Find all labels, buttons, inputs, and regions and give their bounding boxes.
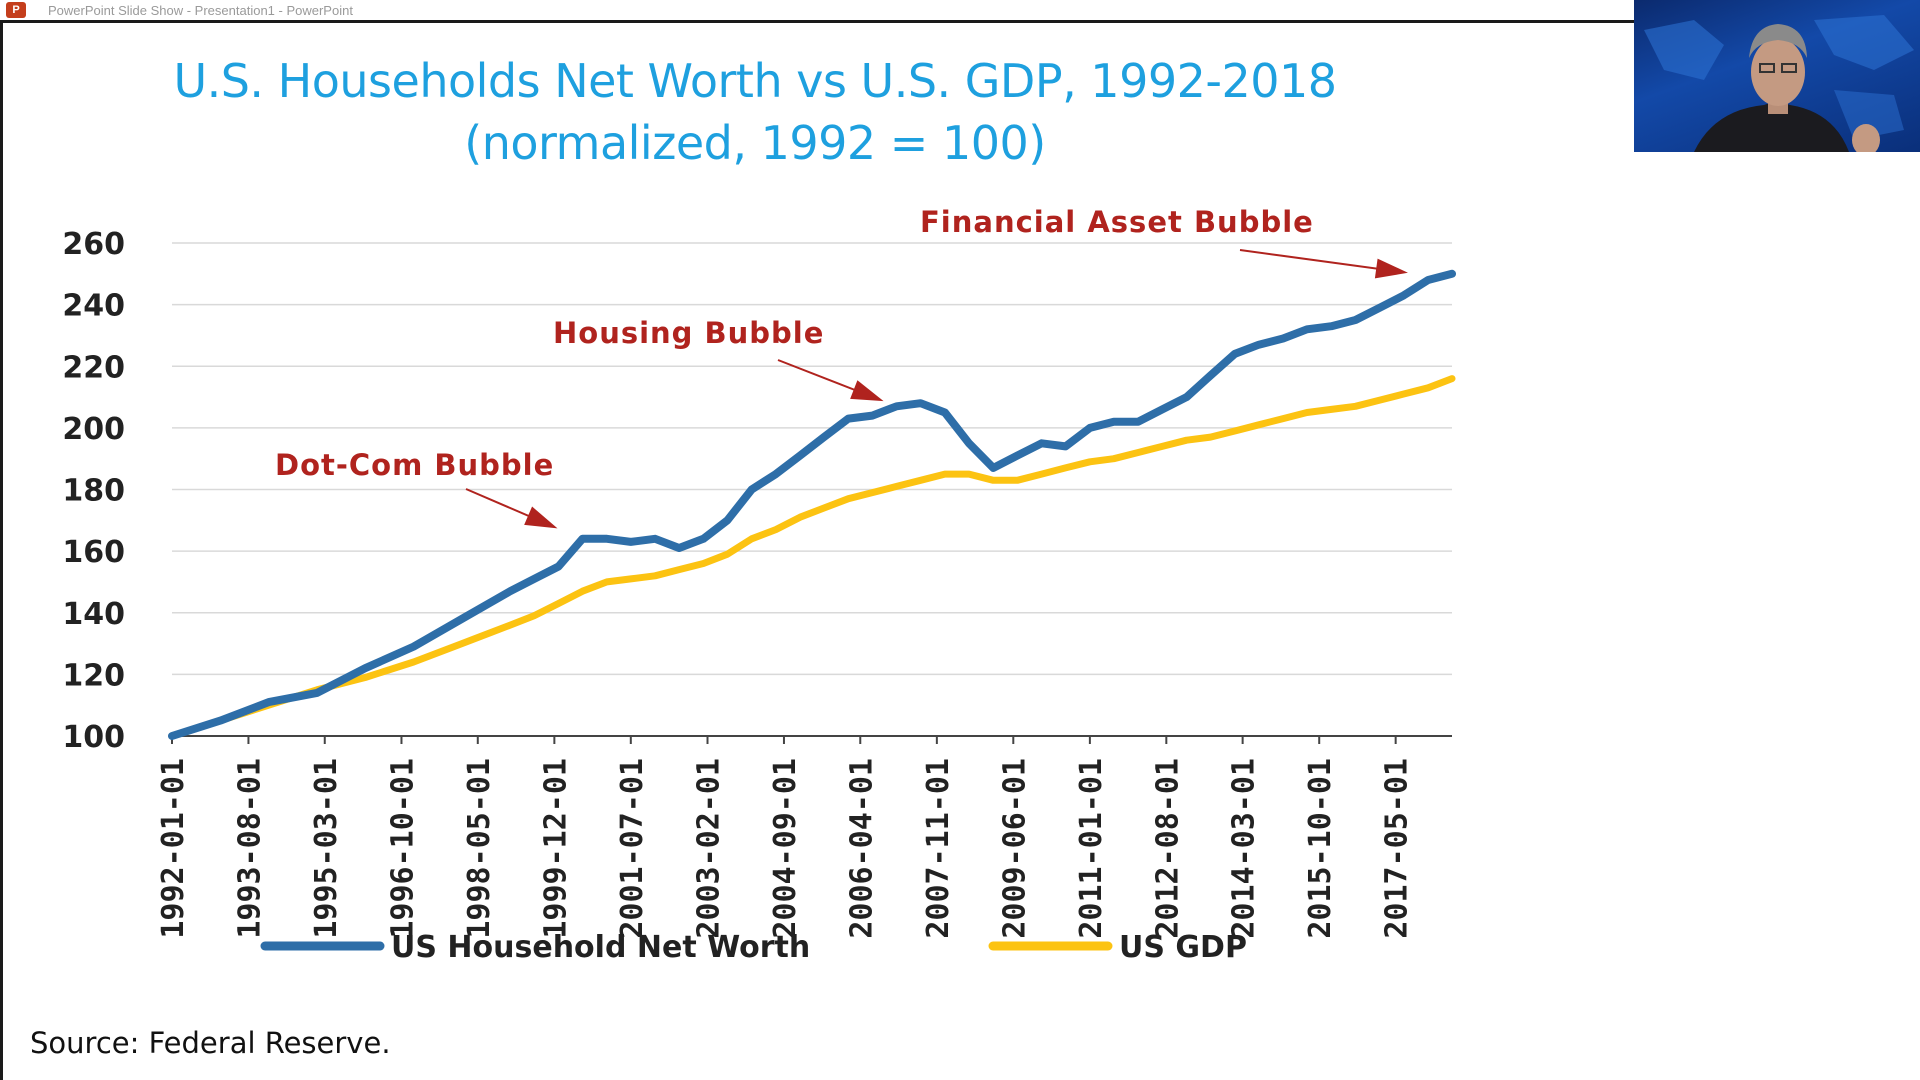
legend-label-gdp: US GDP bbox=[1119, 930, 1247, 965]
slide-left-border bbox=[0, 23, 3, 1080]
x-tick-label: 1995-03-01 bbox=[309, 758, 344, 939]
x-tick-label: 2003-02-01 bbox=[692, 758, 727, 939]
x-tick-label: 2006-04-01 bbox=[844, 758, 879, 939]
slide-title-line-2: (normalized, 1992 = 100) bbox=[464, 116, 1046, 170]
y-tick-label: 260 bbox=[62, 227, 125, 262]
x-tick-label: 1998-05-01 bbox=[462, 758, 497, 939]
annotation-arrow-head bbox=[1374, 258, 1408, 279]
y-tick-label: 180 bbox=[62, 474, 125, 509]
x-tick-label: 1993-08-01 bbox=[232, 758, 267, 939]
x-tick-label: 2004-09-01 bbox=[768, 758, 803, 939]
y-tick-label: 200 bbox=[62, 412, 125, 447]
y-tick-label: 240 bbox=[62, 289, 125, 324]
annotation-label: Financial Asset Bubble bbox=[920, 205, 1314, 239]
window-title-bar: P PowerPoint Slide Show - Presentation1 … bbox=[0, 0, 1920, 23]
annotation-arrow-head bbox=[850, 380, 884, 402]
x-tick-label: 1999-12-01 bbox=[538, 758, 573, 939]
x-tick-label: 2014-03-01 bbox=[1227, 758, 1262, 939]
presenter-video[interactable] bbox=[1634, 0, 1920, 152]
y-tick-label: 220 bbox=[62, 350, 125, 385]
series-line-gdp bbox=[168, 375, 1456, 740]
x-tick-label: 2017-05-01 bbox=[1380, 758, 1415, 939]
x-tick-label: 2015-10-01 bbox=[1303, 758, 1338, 939]
annotation-arrow-head bbox=[524, 506, 558, 529]
series-line-net-worth bbox=[168, 269, 1456, 740]
x-tick-label: 2007-11-01 bbox=[921, 758, 956, 939]
source-note: Source: Federal Reserve. bbox=[30, 1026, 391, 1060]
annotation-arrow-line bbox=[1239, 249, 1403, 273]
x-tick-label: 1996-10-01 bbox=[385, 758, 420, 939]
y-tick-label: 100 bbox=[62, 720, 125, 755]
x-tick-label: 2001-07-01 bbox=[615, 758, 650, 939]
window-title: PowerPoint Slide Show - Presentation1 - … bbox=[48, 2, 353, 18]
x-tick-label: 2009-06-01 bbox=[997, 758, 1032, 939]
powerpoint-icon: P bbox=[6, 2, 26, 18]
y-tick-label: 160 bbox=[62, 535, 125, 570]
y-tick-label: 140 bbox=[62, 597, 125, 632]
x-tick-label: 1992-01-01 bbox=[156, 758, 191, 939]
x-tick-label: 2012-08-01 bbox=[1150, 758, 1185, 939]
slide-title-line-1: U.S. Households Net Worth vs U.S. GDP, 1… bbox=[173, 54, 1337, 108]
annotation-label: Housing Bubble bbox=[553, 316, 824, 350]
x-tick-label: 2011-01-01 bbox=[1074, 758, 1109, 939]
annotation-label: Dot-Com Bubble bbox=[275, 448, 554, 482]
y-tick-label: 120 bbox=[62, 658, 125, 693]
slide-title: U.S. Households Net Worth vs U.S. GDP, 1… bbox=[100, 50, 1410, 174]
legend-label-net-worth: US Household Net Worth bbox=[391, 930, 810, 965]
presenter-video-frame bbox=[1644, 15, 1914, 152]
